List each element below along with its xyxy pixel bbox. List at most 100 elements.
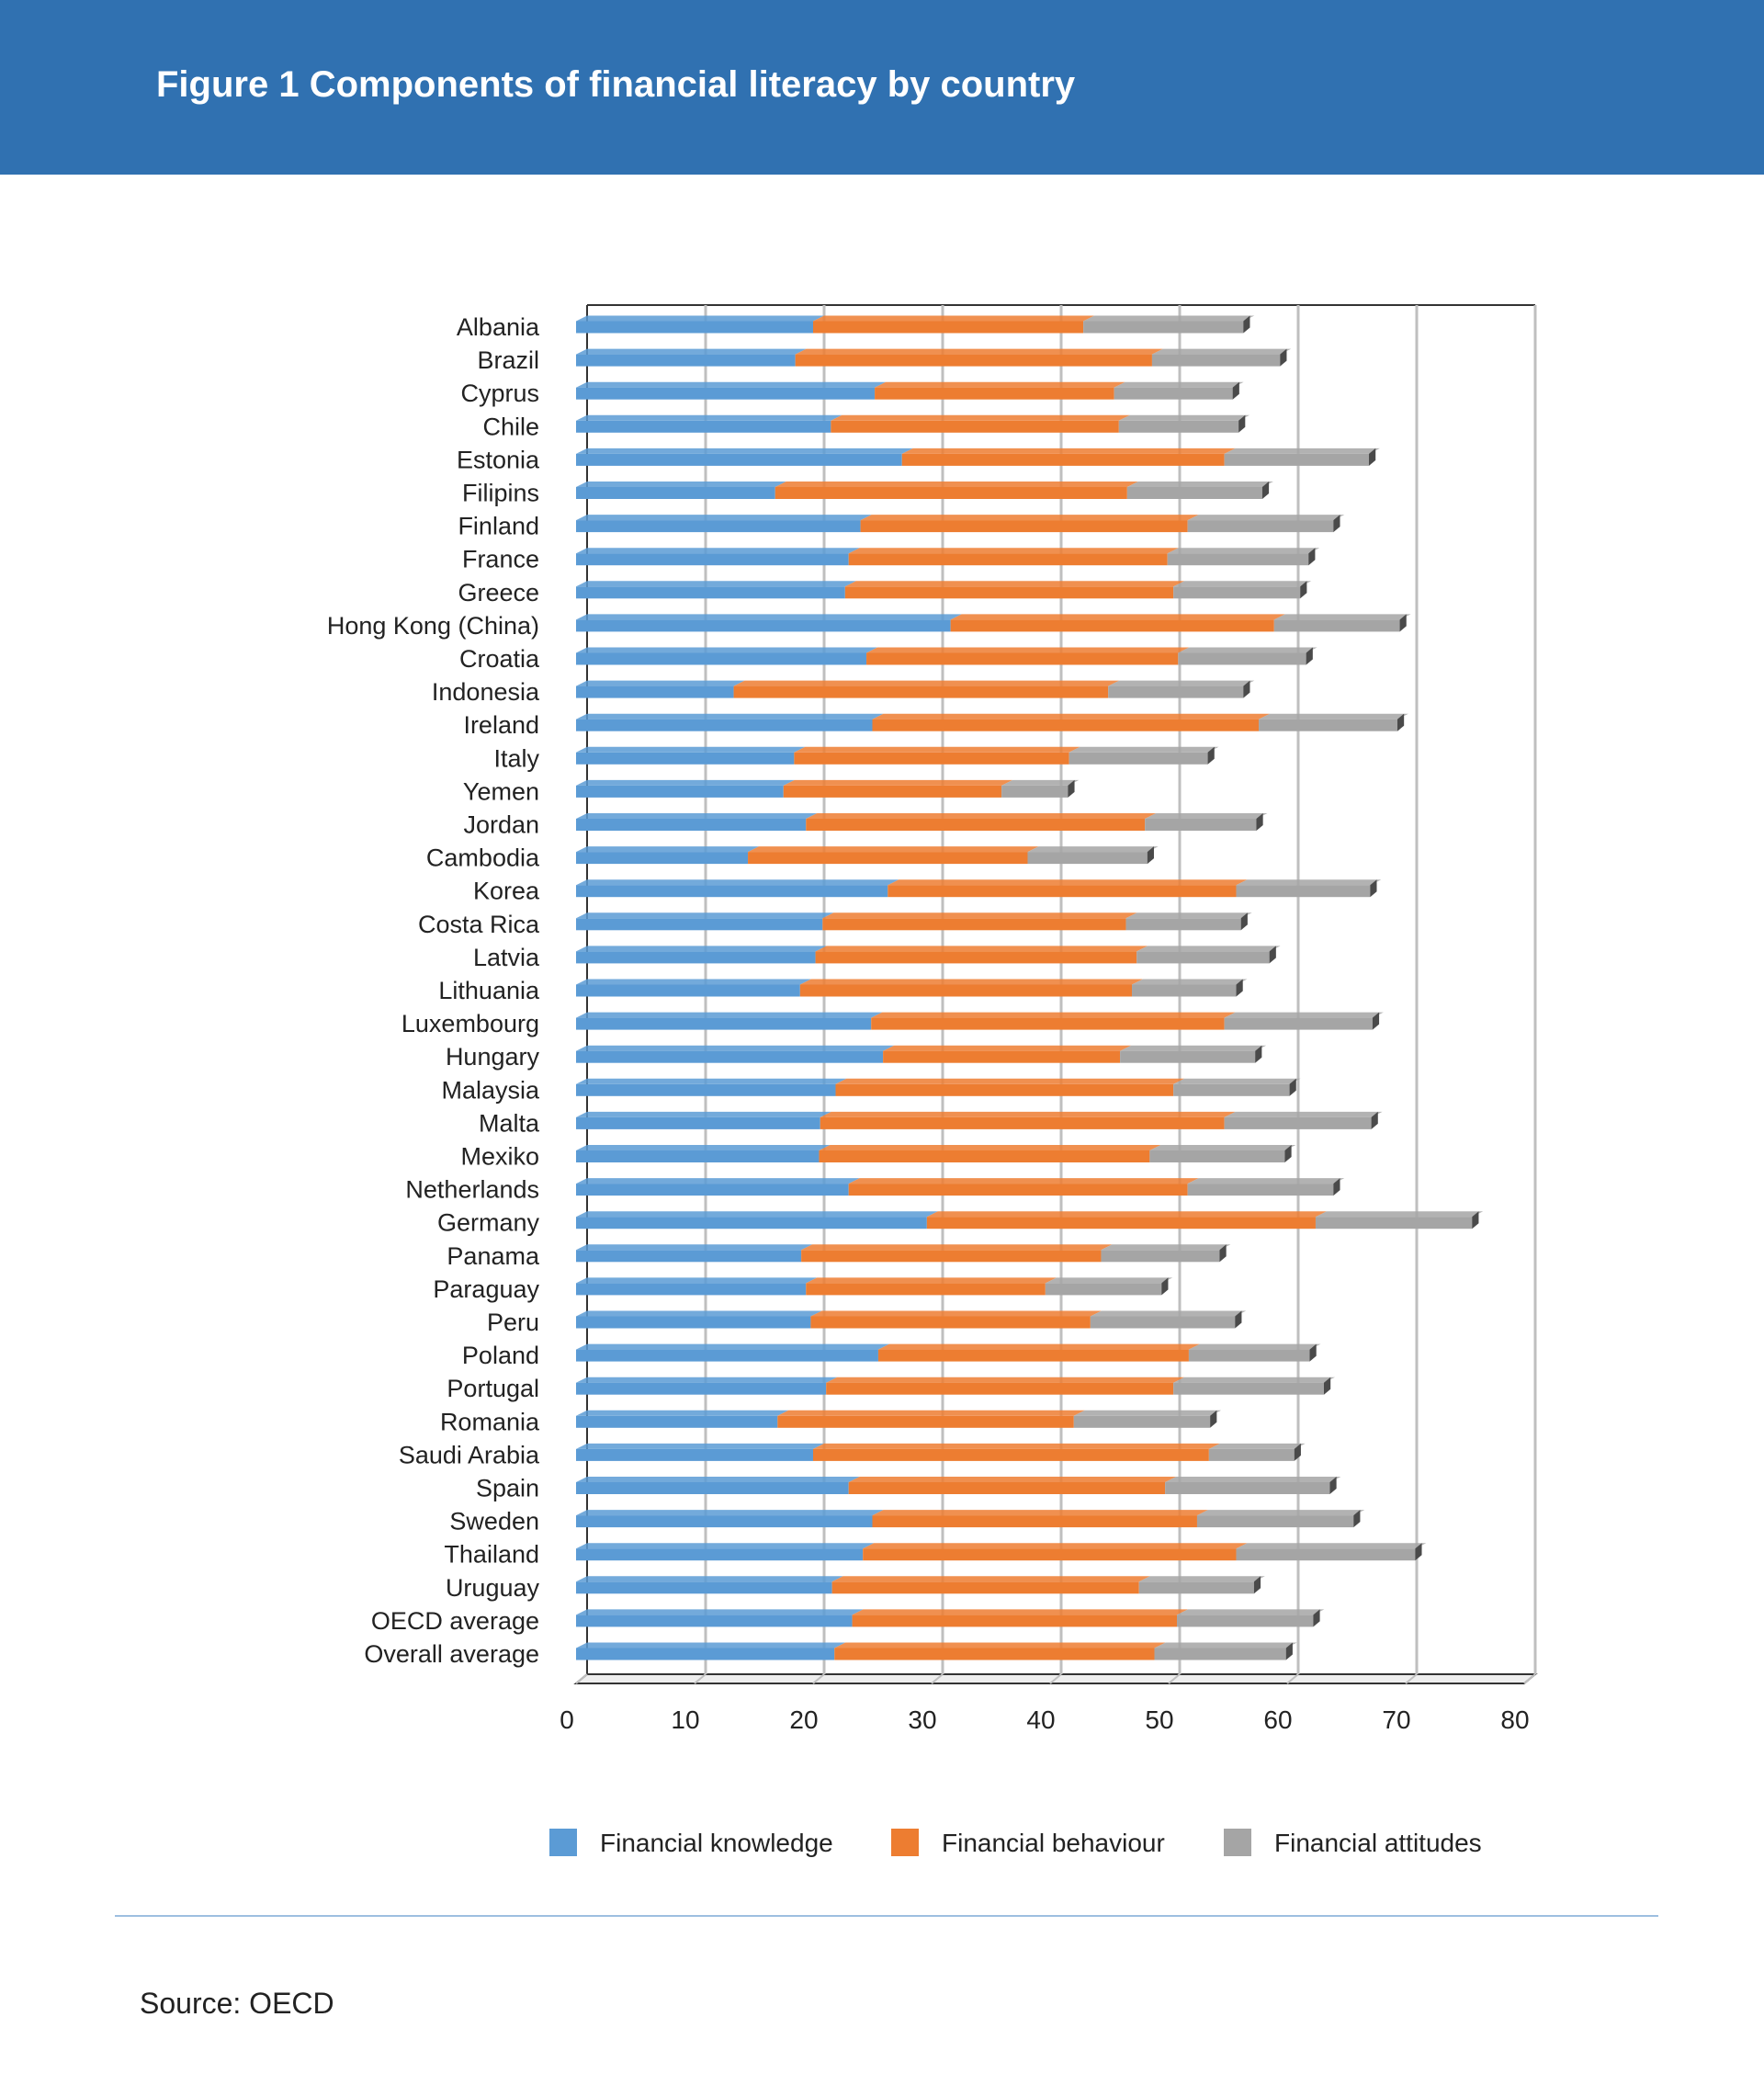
bar-row [576, 1443, 1306, 1461]
x-tick-label: 10 [671, 1705, 699, 1734]
bar-segment-financial-knowledge [576, 1410, 789, 1428]
category-label: Chile [482, 413, 539, 440]
bar-segment-financial-behaviour [826, 1377, 1185, 1395]
bar-segment-financial-knowledge [576, 515, 872, 533]
bar-segment-financial-attitudes [1083, 315, 1255, 334]
category-label: Malta [479, 1109, 540, 1137]
bar-segment-financial-behaviour [806, 813, 1157, 831]
bar-row [576, 348, 1292, 367]
category-label: Saudi Arabia [399, 1441, 540, 1468]
bar-row [576, 1178, 1345, 1196]
x-tick-label: 20 [789, 1705, 818, 1734]
bar-segment-financial-knowledge [576, 680, 745, 698]
bar-segment-financial-behaviour [866, 647, 1190, 665]
bar-segment-financial-knowledge [576, 813, 818, 831]
bar-segment-financial-behaviour [795, 348, 1163, 367]
bar-segment-financial-behaviour [775, 482, 1138, 499]
bar-segment-financial-behaviour [831, 1576, 1150, 1594]
bar-segment-financial-behaviour [831, 414, 1130, 433]
bar-segment-financial-knowledge [576, 414, 842, 433]
bar-segment-financial-knowledge [576, 912, 834, 931]
bar-row [576, 1477, 1341, 1494]
category-label: Overall average [364, 1640, 539, 1668]
bar-row [576, 1642, 1297, 1660]
category-label: Netherlands [405, 1176, 539, 1204]
bar-row [576, 548, 1320, 566]
bar-segment-financial-attitudes [1154, 1642, 1297, 1660]
bar-segment-financial-knowledge [576, 1576, 843, 1594]
category-label: Paraguay [433, 1275, 539, 1303]
bar-row [576, 1576, 1265, 1594]
bar-row [576, 746, 1219, 765]
bar-segment-financial-attitudes [1101, 1244, 1231, 1263]
bar-segment-financial-attitudes [1165, 1477, 1341, 1494]
bar-segment-financial-knowledge [576, 1543, 875, 1561]
bar-segment-financial-knowledge [576, 779, 795, 798]
bar-segment-financial-knowledge [576, 315, 824, 334]
category-label: Jordan [463, 811, 539, 839]
legend-swatch [549, 1829, 577, 1856]
bar-segment-financial-attitudes [1090, 1310, 1247, 1329]
category-label: Latvia [473, 944, 540, 971]
bar-segment-financial-attitudes [1138, 1576, 1265, 1594]
category-label: Hong Kong (China) [327, 612, 539, 640]
bar-segment-financial-attitudes [1120, 1045, 1267, 1063]
gridline-floor-60 [1286, 1673, 1299, 1684]
bar-segment-financial-knowledge [576, 1510, 884, 1528]
bar-segment-financial-attitudes [1188, 1343, 1321, 1362]
bar-segment-financial-behaviour [777, 1410, 1085, 1428]
category-label: Korea [473, 878, 540, 905]
bar-segment-financial-behaviour [863, 1543, 1248, 1561]
bar-segment-financial-attitudes [1126, 482, 1273, 499]
gridline-floor-20 [812, 1673, 825, 1684]
bar-segment-financial-behaviour [813, 1443, 1220, 1461]
category-label: Cambodia [426, 844, 540, 872]
bar-segment-financial-knowledge [576, 1310, 822, 1329]
bar-segment-financial-behaviour [815, 946, 1148, 964]
bar-segment-financial-knowledge [576, 548, 860, 566]
bar-row [576, 1310, 1247, 1329]
bar-row [576, 813, 1268, 831]
bar-row [576, 1377, 1335, 1395]
bar-segment-financial-behaviour [848, 548, 1179, 566]
bar-segment-financial-behaviour [860, 515, 1199, 533]
bar-segment-financial-behaviour [848, 1178, 1199, 1196]
bar-segment-financial-behaviour [848, 1477, 1177, 1494]
bar-segment-financial-knowledge [576, 1178, 860, 1196]
bar-segment-financial-knowledge [576, 1343, 889, 1362]
title-banner: Figure 1 Components of financial literac… [0, 0, 1764, 175]
bar-segment-financial-knowledge [576, 1277, 818, 1296]
legend-item: Financial behaviour [891, 1829, 1165, 1857]
bar-segment-financial-behaviour [872, 713, 1271, 731]
bar-row [576, 1410, 1222, 1428]
x-tick-label: 0 [560, 1705, 574, 1734]
footer-divider [115, 1915, 1658, 1917]
bar-segment-financial-attitudes [1187, 515, 1345, 533]
bar-segment-financial-attitudes [1118, 414, 1250, 433]
bar-segment-financial-behaviour [799, 979, 1144, 997]
category-label: Portugal [447, 1375, 539, 1402]
category-label: Malaysia [441, 1076, 540, 1104]
bar-segment-financial-attitudes [1149, 1145, 1296, 1162]
bar-row [576, 1510, 1365, 1528]
category-label: Hungary [446, 1043, 540, 1071]
legend-label: Financial knowledge [600, 1829, 833, 1857]
bar-segment-financial-attitudes [1132, 979, 1248, 997]
bar-segment-financial-attitudes [1208, 1443, 1306, 1461]
bar-segment-financial-knowledge [576, 846, 760, 865]
category-label: Estonia [457, 446, 540, 473]
bar-row [576, 680, 1255, 698]
bar-row [576, 482, 1273, 499]
category-label: Lithuania [438, 977, 540, 1004]
bar-row [576, 414, 1250, 433]
bar-segment-financial-behaviour [872, 1510, 1208, 1528]
bar-segment-financial-behaviour [820, 1111, 1236, 1129]
bar-row [576, 381, 1244, 400]
bar-segment-financial-knowledge [576, 348, 807, 367]
bar-segment-financial-knowledge [576, 1477, 860, 1494]
bar-segment-financial-knowledge [576, 1244, 813, 1263]
bar-segment-financial-attitudes [1259, 713, 1408, 731]
category-label: Italy [493, 744, 539, 772]
category-label: Costa Rica [418, 911, 540, 938]
